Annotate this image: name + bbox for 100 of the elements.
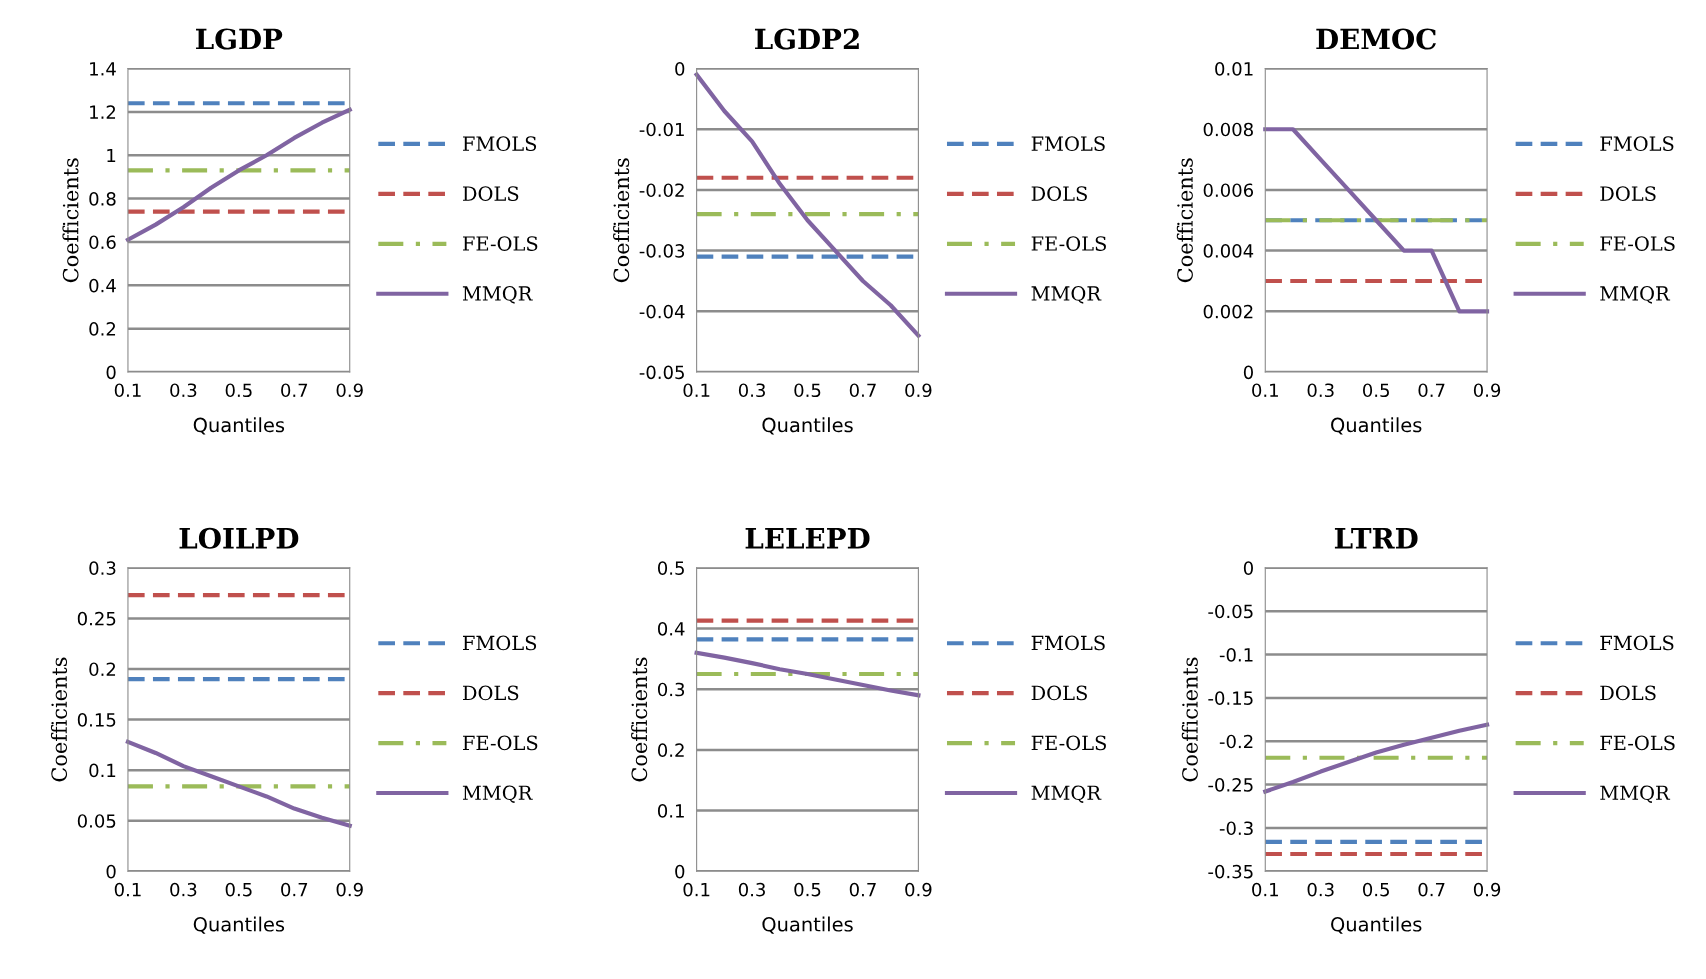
x-tick-label: 0.3 [738,882,765,897]
chart-title: LOILPD [179,527,299,549]
x-axis-title: Quantiles [1331,417,1422,435]
x-tick-label: 0.9 [336,882,363,897]
x-tick-label: 0.5 [794,882,821,897]
legend-label: DOLS [1031,186,1087,201]
y-tick-label: -0.15 [1208,691,1253,705]
x-tick-label: 0.5 [794,383,821,398]
x-tick-label: 0.7 [849,383,876,398]
line-series [1263,722,1490,794]
x-tick-label: 0.3 [170,882,197,897]
y-axis-title: Coefficients [631,657,648,782]
y-tick-label: 0.25 [77,611,116,626]
legend-label: FE-OLS [1031,735,1106,751]
y-tick-label: -0.2 [1219,734,1253,749]
y-tick-label: -0.3 [1219,821,1253,836]
chart-title: LTRD [1334,528,1418,549]
y-tick-label: -0.25 [1208,778,1253,792]
x-axis-title: Quantiles [193,916,285,934]
y-tick-label: 1.2 [90,105,116,119]
legend-label: FMOLS [1031,136,1105,152]
y-tick-label: 0 [106,864,116,879]
x-tick-label: 0.7 [849,882,876,897]
x-tick-label: 0.9 [1473,882,1501,897]
legend-label: MMQR [462,286,533,304]
y-axis-title: Coefficients [1176,158,1193,283]
x-tick-label: 0.5 [1363,383,1389,398]
y-tick-label: 0.8 [89,192,116,206]
legend-label: FMOLS [1600,136,1674,152]
legend-label: MMQR [1600,286,1671,304]
legend-label: DOLS [1600,685,1656,701]
legend-label: FMOLS [1031,635,1105,651]
y-tick-label: -0.35 [1208,864,1253,879]
y-tick-label: 0 [1243,365,1253,380]
y-tick-label: 0.2 [657,743,684,758]
legend-label: FE-OLS [1600,236,1675,251]
legend-label: MMQR [1600,785,1671,803]
x-axis-title: Quantiles [762,417,853,435]
y-tick-label: 0.3 [89,561,116,575]
y-tick-label: 0 [675,864,685,879]
legend-label: FMOLS [1600,635,1674,651]
x-tick-label: 0.7 [281,882,308,897]
y-tick-label: 0.5 [657,561,684,575]
x-tick-label: 0.5 [225,383,252,398]
x-axis-title: Quantiles [1331,916,1422,934]
legend-label: FE-OLS [463,735,538,751]
x-axis-title: Quantiles [762,916,853,934]
y-axis-title: Coefficients [613,158,630,283]
x-tick-label: 0.9 [905,882,932,897]
y-tick-label: 0.3 [657,682,685,697]
x-tick-label: 0.5 [1363,882,1389,897]
legend-label: FE-OLS [1031,236,1106,251]
y-tick-label: 1 [107,148,116,163]
y-tick-label: 0 [106,365,116,380]
y-tick-label: 0.6 [89,235,116,250]
x-tick-label: 0.3 [1307,882,1334,897]
line-series [694,72,921,338]
legend-label: FE-OLS [1600,735,1675,751]
y-tick-label: 0.2 [89,322,116,336]
x-tick-label: 0.9 [336,383,363,398]
y-tick-label: 0 [1243,561,1253,575]
y-tick-label: 0.2 [89,662,116,677]
y-tick-label: -0.05 [639,365,684,380]
legend-label: FE-OLS [463,236,538,251]
y-tick-label: 0.4 [89,278,116,293]
y-tick-label: -0.1 [1219,647,1253,662]
y-tick-label: -0.01 [639,122,684,137]
legend-label: DOLS [463,685,519,701]
y-tick-label: 0.1 [657,804,684,818]
y-tick-label: 0.002 [1203,304,1253,319]
legend-label: DOLS [1600,186,1656,201]
legend-label: FMOLS [463,136,537,152]
y-tick-label: 0.4 [657,621,685,636]
chart-title: LGDP2 [755,28,859,50]
y-tick-label: 0.15 [77,713,116,727]
chart-title: LGDP [196,28,283,50]
y-tick-label: -0.04 [639,304,685,319]
legend-label: MMQR [1031,286,1102,304]
y-tick-label: 0.05 [77,814,116,828]
legend-label: MMQR [1031,785,1102,803]
y-tick-label: -0.02 [639,183,684,198]
y-tick-label: 0.004 [1203,244,1254,258]
line-series [1263,127,1490,314]
y-tick-label: 1.4 [90,62,116,76]
legend-label: FMOLS [463,635,537,651]
x-tick-label: 0.7 [1418,383,1445,398]
y-tick-label: -0.03 [639,244,685,258]
y-tick-label: 0.008 [1203,122,1253,137]
chart-title: LELEPD [745,528,870,549]
x-tick-label: 0.3 [170,383,197,398]
x-tick-label: 0.7 [1418,882,1445,897]
line-series [125,107,352,242]
y-tick-label: 0.1 [89,763,116,778]
x-axis-title: Quantiles [193,417,285,435]
line-series [694,650,921,698]
x-tick-label: 0.9 [1473,383,1501,398]
legend-label: DOLS [1031,685,1087,701]
x-tick-label: 0.3 [1307,383,1334,398]
x-tick-label: 0.7 [281,383,308,398]
y-tick-label: 0.006 [1203,183,1254,198]
